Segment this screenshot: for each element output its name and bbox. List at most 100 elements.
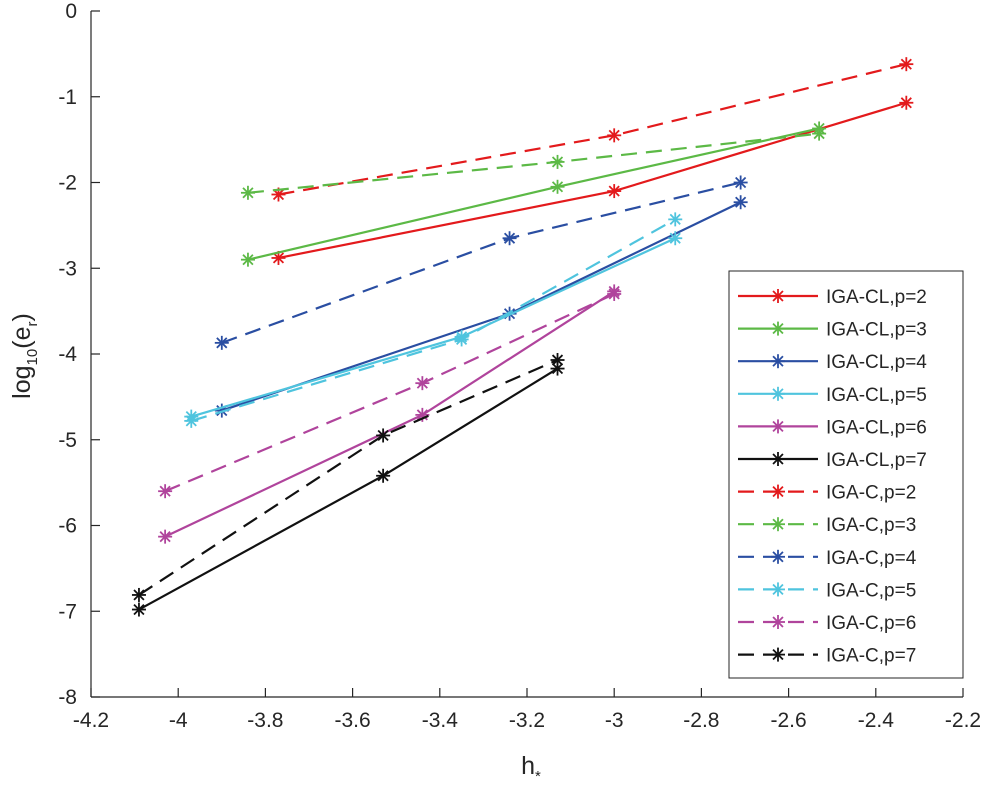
legend-label: IGA-CL,p=7	[826, 450, 927, 471]
x-tick-label: -3.4	[422, 709, 459, 732]
data-point	[550, 154, 565, 169]
x-tick-label: -4.2	[73, 709, 109, 732]
legend-marker	[771, 484, 785, 499]
data-point	[214, 335, 229, 350]
series-line	[164, 290, 615, 538]
y-tick-label: -1	[58, 86, 77, 109]
legend-entry: IGA-C,p=4	[738, 548, 917, 569]
x-tick-label: -2.4	[858, 709, 895, 732]
ticks-layer: -4.2 -4 -3.8 -3.6 -3.4 -3.2 -3 -2.8 -2.6 -2.4 -2.2…	[58, 0, 981, 732]
y-tick-label: -7	[58, 600, 77, 623]
legend-items: IGA-CL,p=2 IGA-CL,p=3 IGA-CL,p=4 IGA-CL,p=5…	[738, 287, 927, 667]
y-axis-label-prefix: log	[8, 365, 36, 398]
legend-marker	[771, 354, 785, 369]
x-axis-label-subscript: *	[535, 768, 541, 785]
legend-box	[728, 270, 964, 679]
y-tick-label: -3	[58, 257, 77, 280]
series-line	[138, 367, 559, 611]
legend-marker	[771, 321, 785, 336]
legend-label: IGA-C,p=6	[826, 613, 916, 634]
x-tick-label: -2.2	[945, 709, 981, 732]
legend-label: IGA-C,p=3	[826, 515, 916, 536]
series-line	[221, 201, 742, 412]
series-IGA-C,p=2	[271, 57, 914, 202]
data-point	[550, 353, 565, 368]
series-IGA-CL,p=3	[240, 121, 827, 267]
legend-label: IGA-CL,p=6	[826, 417, 927, 438]
series-IGA-CL,p=4	[214, 195, 748, 418]
x-tick-label: -3.6	[335, 709, 371, 732]
data-point	[131, 602, 146, 617]
legend-entry: IGA-CL,p=6	[738, 417, 927, 438]
x-axis-label-base: h	[521, 752, 535, 780]
y-axis-label: log10(er)	[8, 313, 41, 399]
series-IGA-C,p=4	[214, 175, 748, 350]
legend-label: IGA-C,p=4	[826, 548, 917, 569]
legend-entry: IGA-C,p=3	[738, 515, 916, 536]
legend-label: IGA-CL,p=2	[826, 287, 927, 308]
legend-label: IGA-CL,p=4	[826, 352, 927, 373]
series-IGA-C,p=7	[131, 353, 565, 602]
y-axis-label-subscript: 10	[24, 349, 41, 366]
x-tick-label: -3.8	[247, 709, 283, 732]
data-point	[158, 484, 173, 499]
legend-label: IGA-C,p=2	[826, 483, 916, 504]
series-IGA-CL,p=7	[131, 361, 565, 617]
legend-marker	[771, 647, 785, 662]
data-point	[899, 57, 914, 72]
series-line	[138, 358, 558, 596]
x-tick-label: -2.8	[683, 709, 719, 732]
y-tick-label: -8	[58, 686, 77, 709]
data-point	[668, 212, 683, 227]
data-point	[454, 332, 469, 347]
legend: IGA-CL,p=2 IGA-CL,p=3 IGA-CL,p=4 IGA-CL,p=5…	[728, 270, 964, 679]
y-axis-label-subscript2: r	[24, 322, 41, 327]
series-line	[221, 181, 741, 344]
y-tick-label: -4	[58, 343, 77, 366]
data-point	[550, 179, 565, 194]
legend-label: IGA-CL,p=5	[826, 385, 927, 406]
data-point	[415, 376, 430, 391]
legend-entry: IGA-CL,p=4	[738, 352, 927, 373]
data-point	[131, 587, 146, 602]
legend-marker	[771, 549, 785, 564]
series-line	[247, 127, 820, 261]
series-IGA-C,p=5	[184, 212, 683, 428]
legend-marker	[771, 582, 785, 597]
legend-marker	[771, 615, 785, 629]
data-point	[812, 126, 827, 141]
legend-marker	[771, 517, 785, 532]
series-line	[190, 218, 676, 422]
x-tick-label: -3	[605, 709, 624, 732]
legend-label: IGA-C,p=7	[826, 646, 916, 667]
data-point	[607, 286, 622, 301]
y-tick-label: -2	[58, 172, 77, 195]
series-IGA-C,p=6	[158, 286, 622, 499]
x-tick-label: -3.2	[509, 709, 545, 732]
data-point	[502, 231, 517, 246]
series-IGA-CL,p=2	[271, 95, 914, 265]
x-tick-label: -4	[169, 709, 188, 732]
legend-marker	[771, 419, 785, 434]
data-point	[240, 185, 255, 200]
series-IGA-CL,p=6	[158, 284, 622, 544]
legend-marker	[771, 452, 785, 466]
data-point	[376, 428, 391, 443]
data-point	[668, 231, 683, 246]
legend-entry: IGA-CL,p=7	[738, 450, 927, 471]
data-point	[240, 252, 255, 267]
legend-entry: IGA-C,p=7	[738, 646, 916, 667]
data-point	[607, 184, 622, 199]
legend-label: IGA-C,p=5	[826, 580, 916, 601]
y-tick-label: -5	[58, 429, 77, 452]
y-axis-label-suffix: )	[8, 313, 36, 321]
data-point	[733, 175, 748, 190]
legend-entry: IGA-CL,p=3	[738, 320, 927, 341]
series-layer	[131, 57, 914, 617]
legend-entry: IGA-C,p=2	[738, 483, 916, 504]
x-axis-label: h*	[521, 752, 541, 785]
legend-entry: IGA-CL,p=2	[738, 287, 927, 308]
data-point	[158, 529, 173, 544]
y-tick-label: 0	[65, 0, 77, 23]
